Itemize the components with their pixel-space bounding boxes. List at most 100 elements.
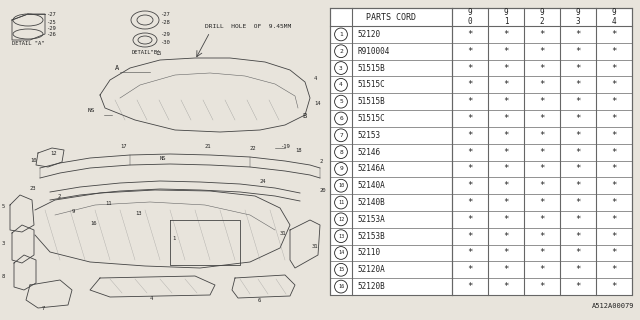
Text: 9: 9: [339, 166, 343, 172]
Text: 9
2: 9 2: [540, 8, 544, 26]
Text: *: *: [467, 232, 473, 241]
Text: 51515B: 51515B: [357, 97, 385, 106]
Text: 2: 2: [339, 49, 343, 54]
Text: 8: 8: [2, 274, 5, 279]
Text: 6: 6: [258, 298, 261, 303]
Text: 8: 8: [339, 149, 343, 155]
Text: PARTS CORD: PARTS CORD: [366, 12, 416, 21]
Text: *: *: [467, 131, 473, 140]
Text: 52146A: 52146A: [357, 164, 385, 173]
Text: 3: 3: [339, 66, 343, 70]
Text: *: *: [540, 64, 545, 73]
Text: 51515C: 51515C: [357, 114, 385, 123]
Text: NS: NS: [160, 156, 166, 161]
Text: 52153B: 52153B: [357, 232, 385, 241]
Text: -28: -28: [160, 20, 170, 26]
Text: 9
4: 9 4: [612, 8, 616, 26]
Text: 12: 12: [338, 217, 344, 222]
Text: *: *: [467, 64, 473, 73]
Text: 9
3: 9 3: [576, 8, 580, 26]
Text: -29: -29: [160, 31, 170, 36]
Text: *: *: [611, 30, 617, 39]
Text: 52153: 52153: [357, 131, 380, 140]
Text: 1: 1: [172, 236, 175, 241]
Text: *: *: [575, 47, 580, 56]
Text: *: *: [540, 148, 545, 156]
Text: *: *: [575, 148, 580, 156]
Text: 21: 21: [205, 144, 211, 149]
Text: *: *: [467, 215, 473, 224]
Text: *: *: [467, 30, 473, 39]
Text: 2: 2: [58, 194, 61, 199]
Text: *: *: [467, 164, 473, 173]
Text: *: *: [575, 114, 580, 123]
Text: 12: 12: [50, 151, 56, 156]
Text: 6: 6: [339, 116, 343, 121]
Text: 4: 4: [150, 296, 153, 301]
Text: *: *: [503, 215, 509, 224]
Text: 13: 13: [135, 211, 141, 216]
Text: *: *: [575, 265, 580, 274]
Text: *: *: [575, 64, 580, 73]
Text: *: *: [575, 80, 580, 89]
Text: *: *: [611, 97, 617, 106]
Text: DRILL  HOLE  OF  9.45MM: DRILL HOLE OF 9.45MM: [205, 24, 291, 29]
Text: *: *: [503, 131, 509, 140]
Text: *: *: [540, 232, 545, 241]
Text: *: *: [575, 232, 580, 241]
Text: *: *: [611, 215, 617, 224]
Text: *: *: [611, 131, 617, 140]
Text: *: *: [503, 282, 509, 291]
Text: 52140A: 52140A: [357, 181, 385, 190]
Text: *: *: [575, 164, 580, 173]
Text: 9
0: 9 0: [468, 8, 472, 26]
Text: 20: 20: [320, 188, 326, 193]
Text: *: *: [540, 114, 545, 123]
Text: *: *: [503, 80, 509, 89]
Text: 22: 22: [250, 146, 257, 151]
Text: 31: 31: [312, 244, 319, 249]
Text: *: *: [540, 248, 545, 258]
Text: *: *: [503, 97, 509, 106]
Text: 24: 24: [260, 179, 266, 184]
Text: *: *: [540, 131, 545, 140]
Text: 10: 10: [30, 158, 36, 163]
Text: *: *: [503, 232, 509, 241]
Text: 52140B: 52140B: [357, 198, 385, 207]
Text: -27: -27: [160, 12, 170, 18]
Text: *: *: [540, 181, 545, 190]
Text: R910004: R910004: [357, 47, 389, 56]
Bar: [330, 8, 632, 295]
Text: -30: -30: [160, 39, 170, 44]
Text: *: *: [503, 30, 509, 39]
Text: *: *: [503, 198, 509, 207]
Text: *: *: [611, 232, 617, 241]
Text: *: *: [467, 97, 473, 106]
Text: *: *: [611, 265, 617, 274]
Text: 16: 16: [90, 221, 97, 226]
Text: *: *: [611, 198, 617, 207]
Text: 52120: 52120: [357, 30, 380, 39]
Text: *: *: [540, 215, 545, 224]
Text: *: *: [467, 148, 473, 156]
Text: *: *: [575, 282, 580, 291]
Text: *: *: [540, 265, 545, 274]
Text: DETAIL "A": DETAIL "A": [12, 41, 45, 46]
Text: *: *: [467, 47, 473, 56]
Text: 17: 17: [120, 144, 127, 149]
Text: 18: 18: [295, 148, 301, 153]
Text: *: *: [575, 181, 580, 190]
Text: 51515B: 51515B: [357, 64, 385, 73]
Text: *: *: [540, 80, 545, 89]
Text: A: A: [115, 65, 119, 71]
Text: B: B: [302, 113, 307, 119]
Text: *: *: [503, 47, 509, 56]
Text: *: *: [540, 30, 545, 39]
Text: 52120A: 52120A: [357, 265, 385, 274]
Text: *: *: [467, 282, 473, 291]
Text: *: *: [611, 164, 617, 173]
Text: *: *: [503, 181, 509, 190]
Text: 5: 5: [339, 99, 343, 104]
Text: *: *: [575, 97, 580, 106]
Text: *: *: [611, 148, 617, 156]
